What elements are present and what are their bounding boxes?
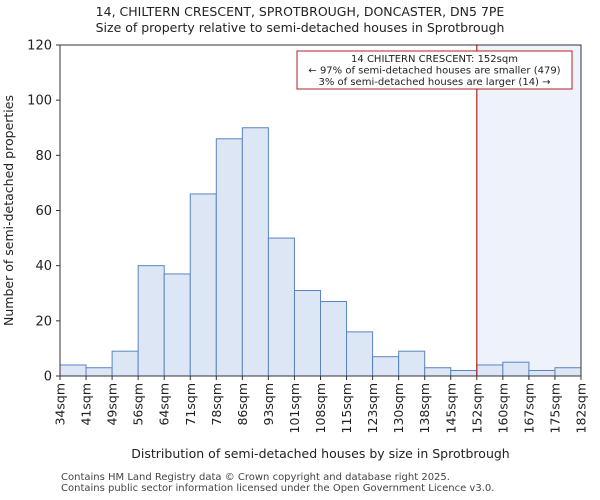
- x-tick-label-130sqm: 130sqm: [391, 383, 406, 433]
- bar-130sqm: [398, 350, 426, 377]
- x-tick-label-182sqm: 182sqm: [574, 383, 589, 433]
- annotation-box: [296, 50, 573, 90]
- y-tick-label-60: 60: [35, 204, 52, 219]
- highlight-region: [476, 45, 581, 376]
- y-tick-label-100: 100: [27, 94, 52, 109]
- bar-78sqm: [215, 138, 243, 377]
- bar-71sqm: [189, 193, 217, 377]
- x-tick-label-152sqm: 152sqm: [469, 383, 484, 433]
- x-tick-label-93sqm: 93sqm: [261, 383, 276, 426]
- x-tick-label-49sqm: 49sqm: [105, 383, 120, 426]
- bar-115sqm: [346, 331, 374, 377]
- bar-64sqm: [163, 273, 191, 377]
- x-tick-label-56sqm: 56sqm: [131, 383, 146, 426]
- bar-86sqm: [241, 127, 269, 377]
- x-tick-label-64sqm: 64sqm: [157, 383, 172, 426]
- x-axis-label: Distribution of semi-detached houses by …: [131, 446, 509, 461]
- y-tick-label-80: 80: [35, 149, 52, 164]
- bar-123sqm: [372, 356, 400, 377]
- x-tick-label-115sqm: 115sqm: [339, 383, 354, 433]
- bar-49sqm: [111, 350, 139, 377]
- bar-145sqm: [450, 369, 478, 377]
- bar-175sqm: [554, 367, 582, 377]
- bar-167sqm: [528, 369, 556, 377]
- x-tick-label-71sqm: 71sqm: [183, 383, 198, 426]
- footer-licence: Contains public sector information licen…: [61, 483, 495, 494]
- x-tick-label-175sqm: 175sqm: [547, 383, 562, 433]
- bar-160sqm: [502, 361, 530, 377]
- x-tick-label-145sqm: 145sqm: [443, 383, 458, 433]
- bar-34sqm: [59, 364, 87, 377]
- chart-title: 14, CHILTERN CRESCENT, SPROTBROUGH, DONC…: [95, 4, 505, 19]
- x-tick-label-78sqm: 78sqm: [209, 383, 224, 426]
- x-tick-label-41sqm: 41sqm: [79, 383, 94, 426]
- annotation-line-2: ← 97% of semi-detached houses are smalle…: [308, 66, 560, 77]
- x-tick-label-108sqm: 108sqm: [313, 383, 328, 433]
- bar-108sqm: [320, 301, 348, 377]
- x-tick-label-138sqm: 138sqm: [417, 383, 432, 433]
- bar-138sqm: [424, 367, 452, 377]
- y-tick-label-40: 40: [35, 259, 52, 274]
- x-tick-label-101sqm: 101sqm: [287, 383, 302, 433]
- y-tick-label-120: 120: [27, 39, 52, 54]
- x-tick-label-167sqm: 167sqm: [521, 383, 536, 433]
- y-axis-label: Number of semi-detached properties: [1, 95, 16, 326]
- bar-56sqm: [137, 265, 165, 377]
- x-tick-label-34sqm: 34sqm: [53, 383, 68, 426]
- y-tick-label-20: 20: [35, 314, 52, 329]
- annotation-line-3: 3% of semi-detached houses are larger (1…: [318, 77, 550, 88]
- bar-93sqm: [267, 237, 295, 377]
- annotation-line-1: 14 CHILTERN CRESCENT: 152sqm: [351, 54, 518, 65]
- bar-101sqm: [293, 289, 322, 377]
- x-tick-label-86sqm: 86sqm: [235, 383, 250, 426]
- bar-41sqm: [85, 367, 113, 377]
- footer-copyright: Contains HM Land Registry data © Crown c…: [61, 472, 450, 483]
- x-tick-label-123sqm: 123sqm: [365, 383, 380, 433]
- chart-subtitle: Size of property relative to semi-detach…: [95, 20, 505, 35]
- bar-152sqm: [476, 364, 504, 377]
- x-tick-label-160sqm: 160sqm: [495, 383, 510, 433]
- y-tick-label-0: 0: [44, 370, 52, 385]
